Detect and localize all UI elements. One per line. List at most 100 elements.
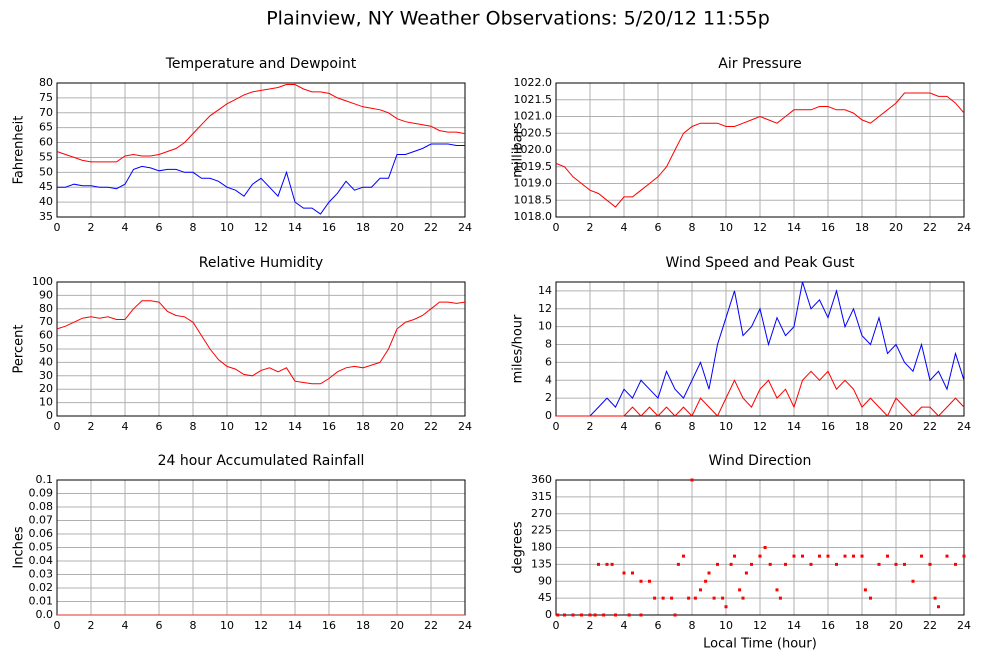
data-point bbox=[852, 554, 855, 558]
x-tick-label: 14 bbox=[288, 221, 302, 234]
data-point bbox=[593, 613, 597, 617]
y-tick-label: 80 bbox=[39, 76, 53, 89]
x-tick-label: 10 bbox=[719, 420, 733, 433]
x-tick-label: 10 bbox=[220, 420, 234, 433]
x-tick-label: 12 bbox=[254, 619, 268, 632]
y-tick-label: 1020.5 bbox=[514, 126, 553, 139]
y-tick-label: 1018.5 bbox=[514, 193, 553, 206]
data-point bbox=[877, 562, 881, 566]
y-tick-label: 0.02 bbox=[29, 581, 54, 594]
data-point bbox=[676, 562, 680, 566]
y-tick-label: 65 bbox=[39, 121, 53, 134]
y-tick-label: 80 bbox=[39, 302, 53, 315]
x-tick-label: 4 bbox=[122, 420, 129, 433]
y-tick-label: 10 bbox=[538, 320, 552, 333]
data-point bbox=[563, 613, 566, 617]
x-tick-label: 8 bbox=[190, 221, 197, 234]
data-point bbox=[712, 596, 716, 600]
y-tick-label: 60 bbox=[39, 136, 53, 149]
data-point bbox=[835, 562, 838, 566]
data-point bbox=[778, 596, 782, 600]
data-point bbox=[792, 554, 796, 558]
y-axis-label: millibars bbox=[511, 122, 526, 178]
y-tick-label: 1021.0 bbox=[514, 110, 553, 123]
x-tick-label: 2 bbox=[88, 221, 95, 234]
x-tick-label: 20 bbox=[390, 619, 404, 632]
x-tick-label: 0 bbox=[553, 619, 560, 632]
data-point bbox=[886, 554, 889, 558]
x-tick-label: 20 bbox=[390, 221, 404, 234]
x-tick-label: 8 bbox=[190, 420, 197, 433]
data-point bbox=[903, 562, 906, 566]
y-tick-label: 12 bbox=[538, 302, 552, 315]
data-point bbox=[775, 588, 779, 592]
x-tick-label: 0 bbox=[553, 420, 560, 433]
x-tick-label: 2 bbox=[88, 420, 95, 433]
x-tick-label: 22 bbox=[424, 420, 438, 433]
y-tick-label: 0.01 bbox=[29, 595, 54, 608]
x-tick-label: 24 bbox=[957, 221, 971, 234]
y-tick-label: 70 bbox=[39, 315, 53, 328]
data-point bbox=[627, 613, 631, 617]
x-tick-label: 16 bbox=[322, 221, 336, 234]
x-tick-label: 16 bbox=[821, 420, 835, 433]
y-tick-label: 30 bbox=[39, 369, 53, 382]
data-point bbox=[758, 554, 762, 558]
data-point bbox=[693, 596, 697, 600]
data-point bbox=[631, 571, 634, 575]
data-point bbox=[580, 613, 583, 617]
data-point bbox=[962, 554, 966, 558]
y-tick-label: 0 bbox=[46, 409, 53, 422]
x-tick-label: 14 bbox=[787, 420, 801, 433]
x-tick-label: 2 bbox=[587, 221, 594, 234]
data-line bbox=[555, 92, 965, 208]
x-tick-label: 24 bbox=[458, 420, 472, 433]
data-point bbox=[673, 613, 677, 617]
x-tick-label: 12 bbox=[753, 221, 767, 234]
y-tick-label: 1020.0 bbox=[514, 143, 553, 156]
data-point bbox=[937, 605, 940, 609]
y-tick-label: 225 bbox=[531, 524, 552, 537]
data-line bbox=[56, 300, 466, 385]
y-axis-label: Percent bbox=[12, 325, 27, 374]
y-tick-label: 315 bbox=[531, 490, 552, 503]
data-point bbox=[809, 562, 813, 566]
data-point bbox=[928, 562, 932, 566]
data-point bbox=[622, 571, 626, 575]
data-point bbox=[699, 588, 702, 592]
data-line bbox=[556, 281, 965, 417]
y-tick-label: 0 bbox=[545, 608, 552, 621]
x-tick-label: 4 bbox=[122, 619, 129, 632]
x-tick-label: 8 bbox=[689, 221, 696, 234]
y-tick-label: 40 bbox=[39, 195, 53, 208]
data-point bbox=[818, 554, 821, 558]
y-tick-label: 0.0 bbox=[36, 608, 54, 621]
x-tick-label: 20 bbox=[390, 420, 404, 433]
x-tick-label: 24 bbox=[458, 619, 472, 632]
data-point bbox=[724, 605, 728, 609]
x-tick-label: 4 bbox=[122, 221, 129, 234]
y-tick-label: 1019.5 bbox=[514, 160, 553, 173]
x-tick-label: 6 bbox=[156, 420, 163, 433]
y-tick-label: 180 bbox=[531, 541, 552, 554]
x-tick-label: 0 bbox=[54, 420, 61, 433]
x-tick-label: 4 bbox=[621, 420, 628, 433]
data-point bbox=[648, 579, 651, 583]
data-point bbox=[744, 571, 748, 575]
x-tick-label: 18 bbox=[855, 221, 869, 234]
data-point bbox=[661, 596, 665, 600]
y-tick-label: 360 bbox=[531, 473, 552, 486]
data-point bbox=[682, 554, 685, 558]
y-tick-label: 0.04 bbox=[29, 554, 54, 567]
y-tick-label: 70 bbox=[39, 106, 53, 119]
x-tick-label: 8 bbox=[689, 619, 696, 632]
data-point bbox=[729, 562, 733, 566]
y-tick-label: 8 bbox=[545, 338, 552, 351]
y-tick-label: 6 bbox=[545, 355, 552, 368]
x-tick-label: 20 bbox=[889, 420, 903, 433]
x-tick-label: 8 bbox=[689, 420, 696, 433]
data-point bbox=[605, 562, 609, 566]
y-tick-label: 1019.0 bbox=[514, 177, 553, 190]
x-tick-label: 22 bbox=[923, 420, 937, 433]
